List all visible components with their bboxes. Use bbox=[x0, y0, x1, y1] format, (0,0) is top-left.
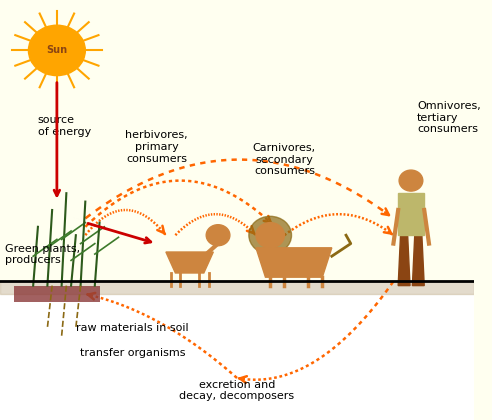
Circle shape bbox=[256, 223, 284, 248]
Circle shape bbox=[29, 25, 85, 76]
FancyBboxPatch shape bbox=[0, 281, 474, 420]
Circle shape bbox=[206, 225, 230, 246]
Circle shape bbox=[399, 170, 423, 191]
Text: transfer organisms: transfer organisms bbox=[80, 348, 185, 358]
Text: Omnivores,
tertiary
consumers: Omnivores, tertiary consumers bbox=[417, 101, 481, 134]
Polygon shape bbox=[398, 235, 410, 286]
Text: Sun: Sun bbox=[46, 45, 67, 55]
Text: raw materials in soil: raw materials in soil bbox=[76, 323, 189, 333]
Polygon shape bbox=[412, 235, 424, 286]
Polygon shape bbox=[256, 248, 332, 277]
FancyBboxPatch shape bbox=[14, 286, 99, 302]
FancyBboxPatch shape bbox=[0, 0, 474, 281]
Text: source
of energy: source of energy bbox=[38, 115, 91, 137]
Text: herbivores,
primary
consumers: herbivores, primary consumers bbox=[125, 130, 188, 164]
Text: excretion and
decay, decomposers: excretion and decay, decomposers bbox=[180, 380, 295, 402]
Polygon shape bbox=[166, 252, 214, 273]
Text: Carnivores,
secondary
consumers: Carnivores, secondary consumers bbox=[253, 143, 316, 176]
FancyBboxPatch shape bbox=[398, 193, 424, 235]
Circle shape bbox=[249, 216, 292, 254]
Text: Green plants,
producers: Green plants, producers bbox=[5, 244, 80, 265]
Bar bbox=[0, 281, 474, 294]
